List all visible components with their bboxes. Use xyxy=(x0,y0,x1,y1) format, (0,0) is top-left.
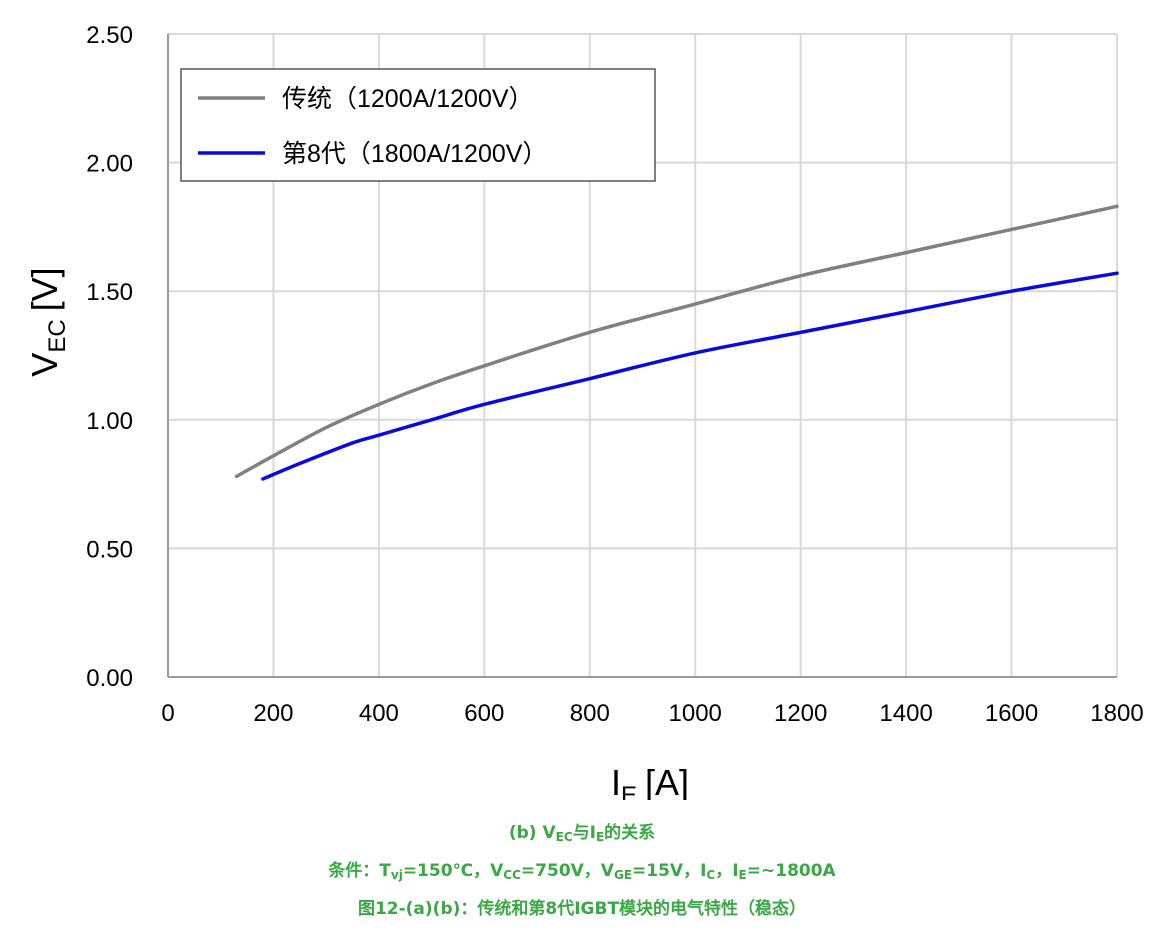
legend-label-conventional: 传统（1200A/1200V） xyxy=(282,85,534,113)
x-tick-label: 1400 xyxy=(879,700,932,727)
y-tick-label: 1.50 xyxy=(86,279,133,306)
caption-subtitle: (b) VEC与IE的关系 xyxy=(0,818,1164,844)
y-axis-label-main: V xyxy=(24,353,65,377)
y-tick-label: 2.50 xyxy=(86,22,133,49)
legend-label-8th-gen: 第8代（1800A/1200V） xyxy=(282,140,547,168)
series-lines xyxy=(234,204,1119,481)
x-tick-label: 600 xyxy=(464,700,504,727)
y-tick-label: 0.50 xyxy=(86,536,133,563)
cond-p1: 条件：T xyxy=(328,861,391,881)
series-line-1 xyxy=(261,271,1119,481)
x-axis-label: IE [A] xyxy=(611,762,689,800)
x-tick-label: 800 xyxy=(570,700,610,727)
caption1-suffix: 的关系 xyxy=(604,823,656,843)
series-line-0 xyxy=(234,204,1119,479)
x-tick-label: 1800 xyxy=(1090,700,1143,727)
x-axis-label-unit: [A] xyxy=(645,762,689,800)
y-tick-label: 0.00 xyxy=(86,665,133,692)
figure-caption: 图12-(a)(b)：传统和第8代IGBT模块的电气特性（稳态） xyxy=(357,899,807,919)
cond-p2: =150℃，V xyxy=(402,861,504,881)
x-tick-label: 1200 xyxy=(774,700,827,727)
y-axis-label-unit: [V] xyxy=(24,267,65,311)
x-axis-label-main: I xyxy=(611,762,621,800)
y-tick-labels: 0.00 0.50 1.00 1.50 2.00 2.50 xyxy=(86,22,133,692)
caption1-mid: 与I xyxy=(572,823,596,843)
y-tick-label: 1.00 xyxy=(86,408,133,435)
cond-s2: CC xyxy=(503,868,521,882)
cond-p3: =750V，V xyxy=(520,861,614,881)
x-tick-label: 400 xyxy=(359,700,399,727)
chart: 0 200 400 600 800 1000 1200 1400 1600 1800 0.000.… xyxy=(24,22,1144,800)
x-tick-label: 0 xyxy=(161,700,174,727)
cond-s3: GE xyxy=(613,868,633,882)
cond-p5: ，I xyxy=(715,861,739,881)
caption1-sub-ec: EC xyxy=(555,830,573,844)
x-tick-label: 1000 xyxy=(669,700,722,727)
caption1-prefix: (b) V xyxy=(508,823,556,843)
legend-box xyxy=(180,68,656,182)
x-tick-label: 200 xyxy=(253,700,293,727)
cond-s4: C xyxy=(706,868,716,882)
y-axis-label-sub: EC xyxy=(44,319,71,352)
x-axis-label-sub: E xyxy=(621,782,637,800)
y-axis-label: VEC [V] xyxy=(24,267,71,376)
cond-s5: E xyxy=(738,868,747,882)
cond-p4: =15V，I xyxy=(632,861,707,881)
legend: 传统（1200A/1200V） 第8代（1800A/1200V） xyxy=(180,68,656,182)
y-tick-label: 2.00 xyxy=(86,151,133,178)
x-tick-labels: 0 200 400 600 800 1000 1200 1400 1600 1800 xyxy=(161,700,1143,727)
cond-p6: =~1800A xyxy=(746,861,836,881)
caption1-sub-e: E xyxy=(595,830,605,844)
cond-s1: vj xyxy=(390,868,403,882)
caption-conditions: 条件：Tvj=150℃，VCC=750V，VGE=15V，IC，IE=~1800… xyxy=(0,856,1164,882)
x-tick-label: 1600 xyxy=(985,700,1038,727)
